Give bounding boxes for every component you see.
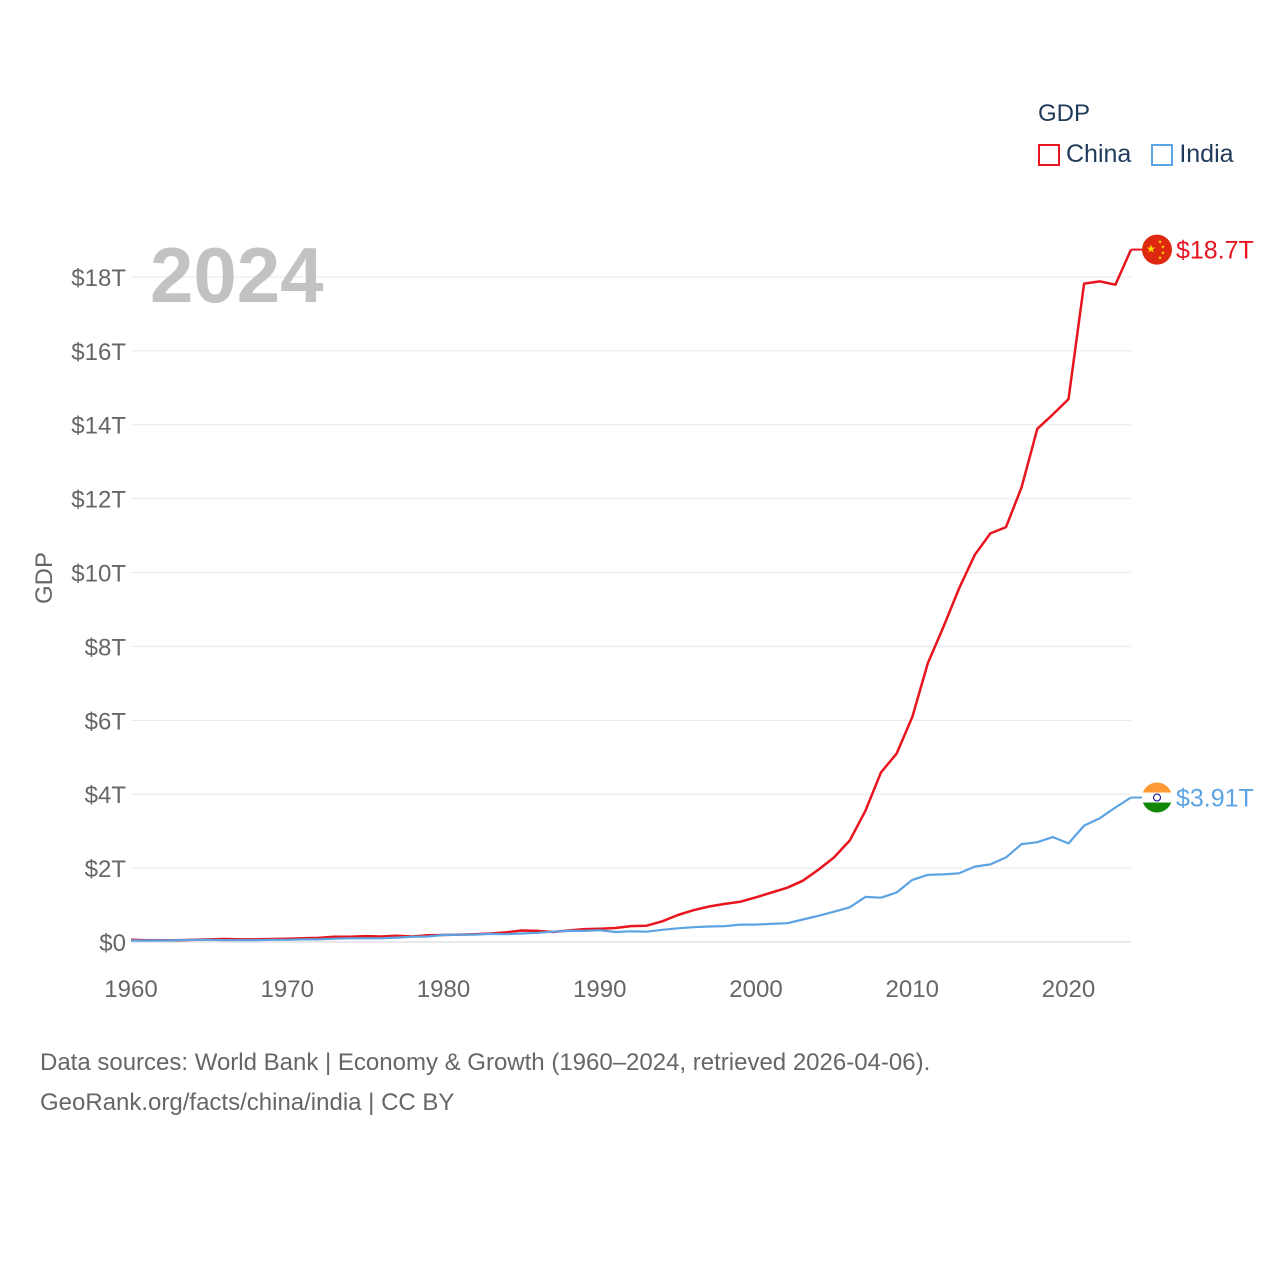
y-axis: $0 $2T $4T $6T $8T $10T $12T $14T $16T $18T [71,265,126,957]
svg-text:★: ★ [1161,245,1166,251]
y-tick-label: $8T [85,634,127,661]
grid-lines [131,276,1131,943]
data-sources-text: Data sources: World Bank | Economy & Gro… [40,1049,931,1076]
y-axis-title: GDP [31,552,58,604]
china-flag-icon: ★★★★★ [1142,234,1172,265]
x-tick-label: 1990 [573,976,626,1003]
x-tick-label: 2020 [1042,976,1095,1003]
legend-swatch-india [1151,143,1174,166]
footer: Data sources: World Bank | Economy & Gro… [40,1043,930,1123]
gdp-line-chart: $0$2T$4T$6T$8T$10T$12T$14T$16T$18T 1960 1… [31,231,1254,1003]
svg-text:★: ★ [1161,251,1166,257]
svg-text:★: ★ [1146,244,1156,256]
x-tick-label: 2000 [729,976,782,1003]
svg-text:★: ★ [1158,240,1163,246]
legend-item-india[interactable]: India [1151,140,1234,169]
y-tick-label: $14T [71,413,126,440]
legend: GDP China India [1038,100,1234,169]
end-label-china: $18.7T [1176,237,1254,265]
x-tick-label: 2010 [886,976,939,1003]
legend-label-china: China [1066,140,1132,168]
end-label-india: $3.91T [1176,785,1254,813]
legend-item-china[interactable]: China [1038,140,1131,169]
svg-text:★: ★ [1158,256,1163,262]
y-tick-label: $10T [71,561,126,588]
legend-label-india: India [1179,140,1234,168]
end-markers: ★★★★★ $18.7T$3.91T [1131,234,1254,813]
year-label: 2024 [150,231,324,319]
y-tick-label: $0 [99,930,126,957]
y-tick-label: $4T [85,782,127,809]
legend-title: GDP [1038,100,1091,127]
series-line-china[interactable] [130,249,1133,942]
x-tick-label: 1980 [417,976,470,1003]
india-flag-icon [1142,782,1172,813]
x-tick-label: 1970 [261,976,314,1003]
legend-swatch-china [1038,143,1060,166]
y-tick-label: $18T [71,265,126,292]
series-line-india[interactable] [131,796,1132,942]
series-lines [130,249,1133,942]
y-tick-label: $12T [71,487,126,514]
y-tick-label: $6T [85,708,127,735]
y-tick-label: $2T [85,856,127,883]
y-tick-label: $16T [71,339,126,366]
x-tick-label: 1960 [104,976,157,1003]
x-axis: 1960 1970 1980 1990 2000 2010 2020 [104,976,1095,1003]
source-link-text[interactable]: GeoRank.org/facts/china/india | CC BY [40,1089,455,1116]
